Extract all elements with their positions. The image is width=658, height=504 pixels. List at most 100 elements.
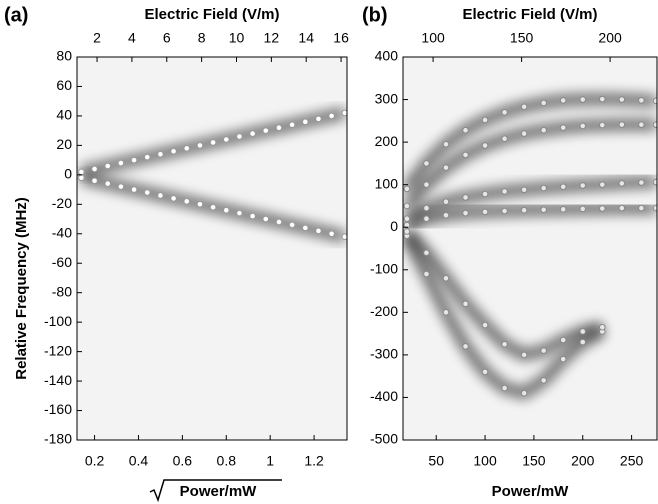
data-point	[481, 368, 489, 376]
radical-sign	[149, 479, 282, 503]
data-point	[579, 338, 587, 346]
data-point	[423, 181, 430, 188]
panel-label: (a)	[4, 4, 28, 26]
data-point	[559, 97, 567, 104]
data-point	[78, 174, 85, 182]
x2-tick-label: 100	[421, 30, 445, 46]
data-point	[170, 195, 177, 202]
y-tick-label: 80	[56, 48, 72, 64]
data-point	[462, 300, 469, 308]
data-point	[462, 209, 469, 217]
y-tick-label: 0	[64, 166, 72, 182]
data-point	[481, 208, 489, 216]
y-tick-label: 20	[56, 136, 72, 152]
data-point	[520, 206, 528, 214]
data-point	[157, 192, 164, 199]
data-point	[249, 212, 256, 220]
data-point	[462, 151, 469, 159]
data-point	[403, 228, 411, 235]
plot-frame	[402, 56, 658, 441]
data-point	[262, 215, 270, 223]
data-point	[262, 127, 270, 134]
data-point	[183, 145, 191, 152]
plot-background	[77, 57, 347, 440]
data-point	[236, 209, 243, 217]
data-point	[423, 204, 430, 212]
y-tick-label: -500	[370, 431, 398, 447]
data-point	[520, 389, 528, 397]
y-tick-label: -60	[52, 254, 72, 270]
data-point	[481, 142, 489, 149]
data-point	[540, 377, 547, 384]
x2-axis-label: Electric Field (V/m)	[462, 6, 597, 23]
data-point	[652, 204, 657, 212]
y-tick-label: -180	[44, 431, 72, 447]
data-point	[442, 212, 450, 219]
x2-tick-label: 150	[510, 30, 534, 46]
x-tick-label: 100	[473, 453, 497, 469]
x-tick-label: 0.8	[217, 453, 237, 469]
data-point	[423, 270, 430, 278]
x-tick-label: 250	[620, 453, 644, 469]
data-point	[598, 95, 606, 103]
data-point	[288, 221, 296, 229]
y-tick-label: -120	[44, 342, 72, 358]
data-point	[315, 227, 322, 235]
data-point	[638, 204, 645, 212]
x-tick-label: 0.2	[85, 453, 105, 469]
data-point	[288, 121, 296, 129]
data-point	[143, 189, 151, 196]
data-point	[579, 96, 587, 103]
data-point	[501, 109, 508, 116]
data-point	[91, 165, 98, 173]
data-point	[462, 126, 469, 134]
x-axis-label: Power/mW	[180, 483, 258, 500]
data-point	[540, 184, 547, 192]
data-point	[462, 194, 469, 201]
x-axis-label: Power/mW	[492, 483, 570, 500]
data-point	[579, 182, 587, 189]
data-point	[559, 183, 567, 191]
plot-area	[78, 107, 347, 243]
y-tick-label: -40	[52, 224, 72, 240]
data-point	[481, 321, 489, 329]
y-tick-label: 200	[375, 133, 399, 149]
x2-tick-label: 6	[163, 30, 171, 46]
y-tick-label: 300	[375, 90, 399, 106]
y-tick-label: -80	[52, 283, 72, 299]
y-tick-label: -20	[52, 195, 72, 211]
data-point	[520, 130, 528, 137]
y-tick-label: 400	[375, 48, 399, 64]
x2-tick-label: 14	[298, 30, 314, 46]
data-point	[341, 109, 347, 117]
data-point	[196, 142, 204, 149]
data-point	[559, 355, 567, 363]
data-point	[598, 181, 606, 188]
data-point	[540, 206, 547, 214]
data-point	[403, 185, 411, 193]
data-point	[423, 160, 430, 167]
data-point	[652, 97, 657, 105]
data-point	[423, 215, 430, 223]
data-point	[638, 179, 645, 186]
y-tick-label: -400	[370, 388, 398, 404]
plot-frame	[76, 56, 348, 441]
data-point	[104, 162, 112, 170]
data-point	[403, 202, 411, 210]
data-point	[442, 198, 450, 205]
x-tick-label: 50	[428, 453, 444, 469]
data-point	[183, 198, 191, 205]
y-tick-label: -100	[44, 313, 72, 329]
data-point	[236, 133, 243, 140]
data-point	[520, 351, 528, 359]
data-point	[501, 384, 508, 392]
data-point	[196, 201, 204, 208]
data-point	[328, 112, 335, 120]
data-point	[301, 118, 309, 126]
y-tick-label: -300	[370, 346, 398, 362]
x-tick-label: 0.6	[173, 453, 193, 469]
data-point	[540, 126, 547, 134]
x2-axis-label: Electric Field (V/m)	[144, 6, 279, 23]
x-tick-label: 200	[571, 453, 595, 469]
